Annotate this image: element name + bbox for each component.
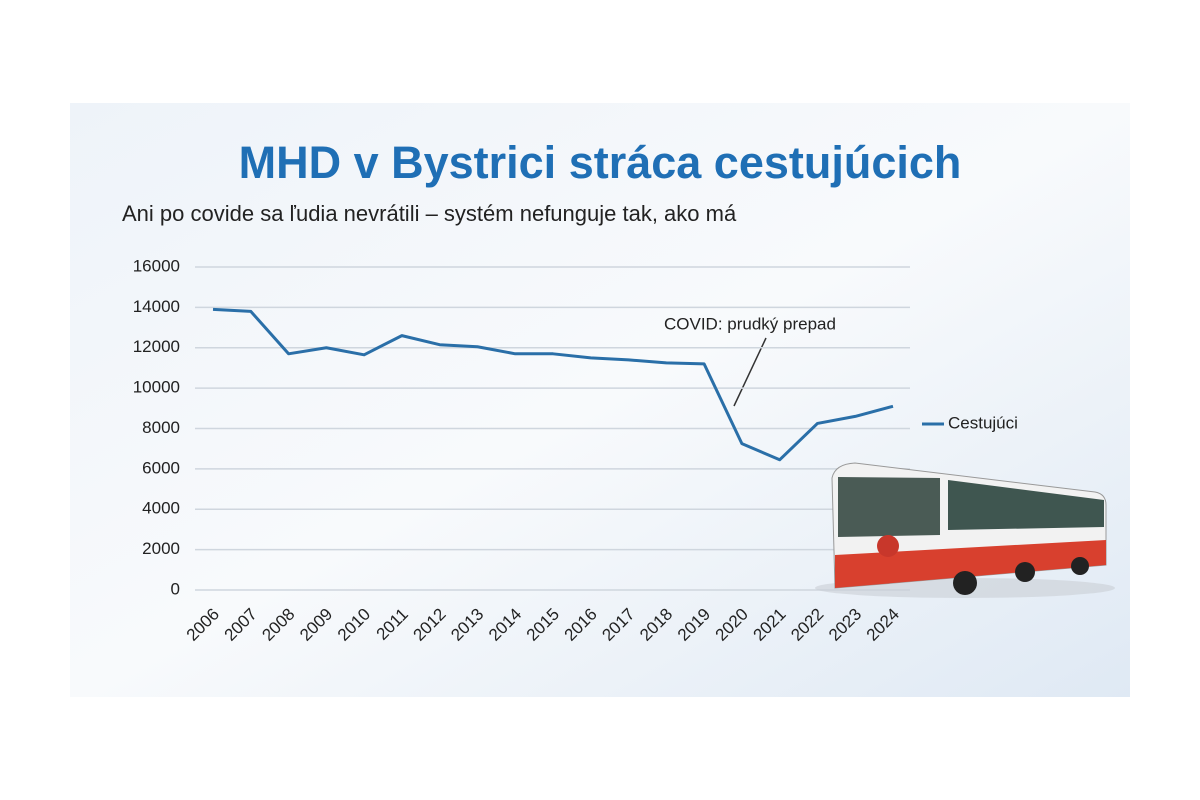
line [212,307,894,462]
y-tick-label: 10000 [133,378,180,397]
y-tick-label: 16000 [133,256,180,275]
bus-logo [877,535,899,557]
annotation: COVID: prudký prepad [664,314,836,333]
annotation-arrow [733,337,767,407]
y-tick-label: 8000 [142,418,180,437]
bus-windshield [838,477,940,537]
y-tick-label: 12000 [133,337,180,356]
y-tick-label: 2000 [142,539,180,558]
panel [70,103,1130,697]
bus-windows [948,480,1104,530]
bus-stripe [835,540,1106,588]
y-tick-label: 6000 [142,458,180,477]
chart-subtitle: Ani po covide sa ľudia nevrátili – systé… [122,201,737,226]
chart-title: MHD v Bystrici stráca cestujúcich [239,137,962,188]
bus-wheel [1071,557,1089,575]
bus-wheel [1015,562,1035,582]
y-tick-label: 0 [171,579,180,598]
y-tick-label: 14000 [133,297,180,316]
legend-label: Cestujúci [948,413,1018,432]
y-tick-label: 4000 [142,499,180,518]
bus [815,462,1115,598]
bus-wheel [953,571,977,595]
